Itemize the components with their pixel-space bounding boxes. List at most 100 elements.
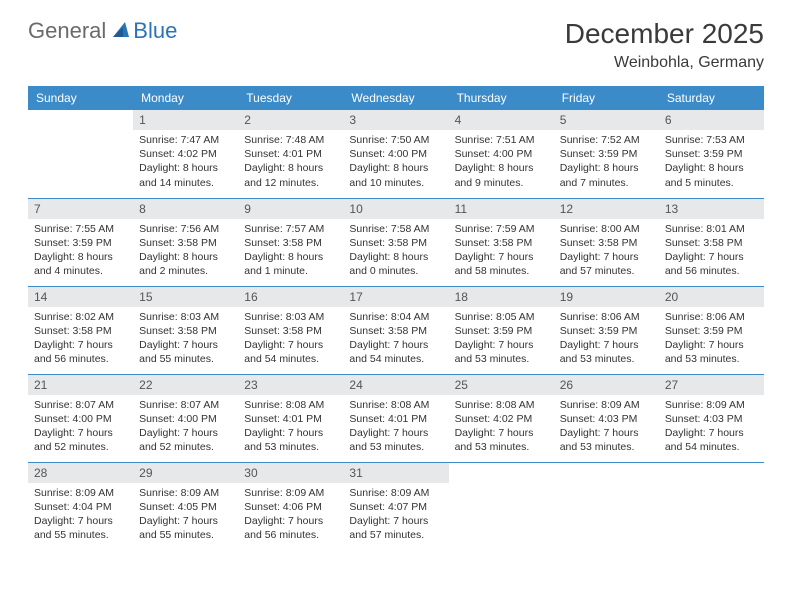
day-info: Sunrise: 8:08 AMSunset: 4:01 PMDaylight:… <box>238 395 343 459</box>
logo-text-general: General <box>28 18 106 44</box>
calendar-day-cell: 10Sunrise: 7:58 AMSunset: 3:58 PMDayligh… <box>343 198 448 286</box>
day-info: Sunrise: 7:53 AMSunset: 3:59 PMDaylight:… <box>659 130 764 194</box>
day-info: Sunrise: 7:48 AMSunset: 4:01 PMDaylight:… <box>238 130 343 194</box>
calendar-day-cell: 23Sunrise: 8:08 AMSunset: 4:01 PMDayligh… <box>238 374 343 462</box>
day-info: Sunrise: 8:09 AMSunset: 4:05 PMDaylight:… <box>133 483 238 547</box>
day-number: 8 <box>133 199 238 219</box>
calendar-day-cell: 30Sunrise: 8:09 AMSunset: 4:06 PMDayligh… <box>238 462 343 550</box>
day-info: Sunrise: 8:09 AMSunset: 4:03 PMDaylight:… <box>659 395 764 459</box>
day-info: Sunrise: 8:09 AMSunset: 4:04 PMDaylight:… <box>28 483 133 547</box>
day-info: Sunrise: 7:47 AMSunset: 4:02 PMDaylight:… <box>133 130 238 194</box>
logo-text-blue: Blue <box>133 18 177 44</box>
calendar-day-cell <box>28 110 133 198</box>
day-info: Sunrise: 8:05 AMSunset: 3:59 PMDaylight:… <box>449 307 554 371</box>
day-info: Sunrise: 8:09 AMSunset: 4:06 PMDaylight:… <box>238 483 343 547</box>
title-block: December 2025 Weinbohla, Germany <box>565 18 764 72</box>
calendar-day-cell: 16Sunrise: 8:03 AMSunset: 3:58 PMDayligh… <box>238 286 343 374</box>
calendar-day-cell: 2Sunrise: 7:48 AMSunset: 4:01 PMDaylight… <box>238 110 343 198</box>
calendar-day-cell: 19Sunrise: 8:06 AMSunset: 3:59 PMDayligh… <box>554 286 659 374</box>
day-info: Sunrise: 7:55 AMSunset: 3:59 PMDaylight:… <box>28 219 133 283</box>
day-number: 21 <box>28 375 133 395</box>
calendar-week-row: 14Sunrise: 8:02 AMSunset: 3:58 PMDayligh… <box>28 286 764 374</box>
calendar-day-cell: 18Sunrise: 8:05 AMSunset: 3:59 PMDayligh… <box>449 286 554 374</box>
calendar-day-cell <box>449 462 554 550</box>
location: Weinbohla, Germany <box>565 54 764 72</box>
calendar-day-cell: 14Sunrise: 8:02 AMSunset: 3:58 PMDayligh… <box>28 286 133 374</box>
day-info: Sunrise: 8:02 AMSunset: 3:58 PMDaylight:… <box>28 307 133 371</box>
day-number: 4 <box>449 110 554 130</box>
header: General Blue December 2025 Weinbohla, Ge… <box>0 0 792 80</box>
calendar-day-cell: 11Sunrise: 7:59 AMSunset: 3:58 PMDayligh… <box>449 198 554 286</box>
calendar-day-cell: 12Sunrise: 8:00 AMSunset: 3:58 PMDayligh… <box>554 198 659 286</box>
day-info: Sunrise: 8:08 AMSunset: 4:01 PMDaylight:… <box>343 395 448 459</box>
day-info: Sunrise: 7:56 AMSunset: 3:58 PMDaylight:… <box>133 219 238 283</box>
day-number: 3 <box>343 110 448 130</box>
calendar-day-cell: 1Sunrise: 7:47 AMSunset: 4:02 PMDaylight… <box>133 110 238 198</box>
calendar-day-cell: 31Sunrise: 8:09 AMSunset: 4:07 PMDayligh… <box>343 462 448 550</box>
day-number: 16 <box>238 287 343 307</box>
day-number: 15 <box>133 287 238 307</box>
logo-sail-icon <box>111 19 131 44</box>
calendar-day-cell: 27Sunrise: 8:09 AMSunset: 4:03 PMDayligh… <box>659 374 764 462</box>
calendar-day-cell: 22Sunrise: 8:07 AMSunset: 4:00 PMDayligh… <box>133 374 238 462</box>
day-info: Sunrise: 8:01 AMSunset: 3:58 PMDaylight:… <box>659 219 764 283</box>
month-title: December 2025 <box>565 18 764 50</box>
calendar-day-cell: 7Sunrise: 7:55 AMSunset: 3:59 PMDaylight… <box>28 198 133 286</box>
calendar-day-cell <box>659 462 764 550</box>
day-info: Sunrise: 8:04 AMSunset: 3:58 PMDaylight:… <box>343 307 448 371</box>
calendar-day-cell: 29Sunrise: 8:09 AMSunset: 4:05 PMDayligh… <box>133 462 238 550</box>
calendar-week-row: 1Sunrise: 7:47 AMSunset: 4:02 PMDaylight… <box>28 110 764 198</box>
day-number: 10 <box>343 199 448 219</box>
calendar-day-cell: 9Sunrise: 7:57 AMSunset: 3:58 PMDaylight… <box>238 198 343 286</box>
calendar-day-cell <box>554 462 659 550</box>
calendar-body: 1Sunrise: 7:47 AMSunset: 4:02 PMDaylight… <box>28 110 764 550</box>
weekday-header: Tuesday <box>238 86 343 110</box>
calendar-day-cell: 28Sunrise: 8:09 AMSunset: 4:04 PMDayligh… <box>28 462 133 550</box>
day-number: 14 <box>28 287 133 307</box>
day-info: Sunrise: 8:06 AMSunset: 3:59 PMDaylight:… <box>554 307 659 371</box>
day-info: Sunrise: 8:09 AMSunset: 4:03 PMDaylight:… <box>554 395 659 459</box>
day-info: Sunrise: 8:00 AMSunset: 3:58 PMDaylight:… <box>554 219 659 283</box>
day-number: 12 <box>554 199 659 219</box>
calendar-day-cell: 26Sunrise: 8:09 AMSunset: 4:03 PMDayligh… <box>554 374 659 462</box>
calendar-day-cell: 3Sunrise: 7:50 AMSunset: 4:00 PMDaylight… <box>343 110 448 198</box>
day-info: Sunrise: 8:08 AMSunset: 4:02 PMDaylight:… <box>449 395 554 459</box>
calendar-day-cell: 24Sunrise: 8:08 AMSunset: 4:01 PMDayligh… <box>343 374 448 462</box>
day-number: 19 <box>554 287 659 307</box>
day-info: Sunrise: 8:03 AMSunset: 3:58 PMDaylight:… <box>133 307 238 371</box>
day-number: 18 <box>449 287 554 307</box>
weekday-header: Sunday <box>28 86 133 110</box>
day-number: 24 <box>343 375 448 395</box>
logo: General Blue <box>28 18 177 44</box>
day-info: Sunrise: 8:07 AMSunset: 4:00 PMDaylight:… <box>133 395 238 459</box>
day-number: 6 <box>659 110 764 130</box>
calendar-day-cell: 5Sunrise: 7:52 AMSunset: 3:59 PMDaylight… <box>554 110 659 198</box>
day-number: 2 <box>238 110 343 130</box>
day-number: 11 <box>449 199 554 219</box>
day-number: 1 <box>133 110 238 130</box>
weekday-header: Wednesday <box>343 86 448 110</box>
calendar-week-row: 21Sunrise: 8:07 AMSunset: 4:00 PMDayligh… <box>28 374 764 462</box>
day-number: 27 <box>659 375 764 395</box>
day-number: 13 <box>659 199 764 219</box>
day-number: 30 <box>238 463 343 483</box>
day-info: Sunrise: 7:59 AMSunset: 3:58 PMDaylight:… <box>449 219 554 283</box>
calendar-day-cell: 4Sunrise: 7:51 AMSunset: 4:00 PMDaylight… <box>449 110 554 198</box>
calendar-table: SundayMondayTuesdayWednesdayThursdayFrid… <box>28 86 764 550</box>
calendar-header-row: SundayMondayTuesdayWednesdayThursdayFrid… <box>28 86 764 110</box>
calendar-day-cell: 17Sunrise: 8:04 AMSunset: 3:58 PMDayligh… <box>343 286 448 374</box>
calendar-day-cell: 13Sunrise: 8:01 AMSunset: 3:58 PMDayligh… <box>659 198 764 286</box>
day-info: Sunrise: 7:57 AMSunset: 3:58 PMDaylight:… <box>238 219 343 283</box>
day-info: Sunrise: 8:03 AMSunset: 3:58 PMDaylight:… <box>238 307 343 371</box>
day-number: 9 <box>238 199 343 219</box>
day-number: 25 <box>449 375 554 395</box>
weekday-header: Friday <box>554 86 659 110</box>
day-number: 20 <box>659 287 764 307</box>
day-number: 5 <box>554 110 659 130</box>
weekday-header: Thursday <box>449 86 554 110</box>
calendar-day-cell: 15Sunrise: 8:03 AMSunset: 3:58 PMDayligh… <box>133 286 238 374</box>
calendar-week-row: 7Sunrise: 7:55 AMSunset: 3:59 PMDaylight… <box>28 198 764 286</box>
calendar-day-cell: 6Sunrise: 7:53 AMSunset: 3:59 PMDaylight… <box>659 110 764 198</box>
day-info: Sunrise: 7:52 AMSunset: 3:59 PMDaylight:… <box>554 130 659 194</box>
day-number: 26 <box>554 375 659 395</box>
